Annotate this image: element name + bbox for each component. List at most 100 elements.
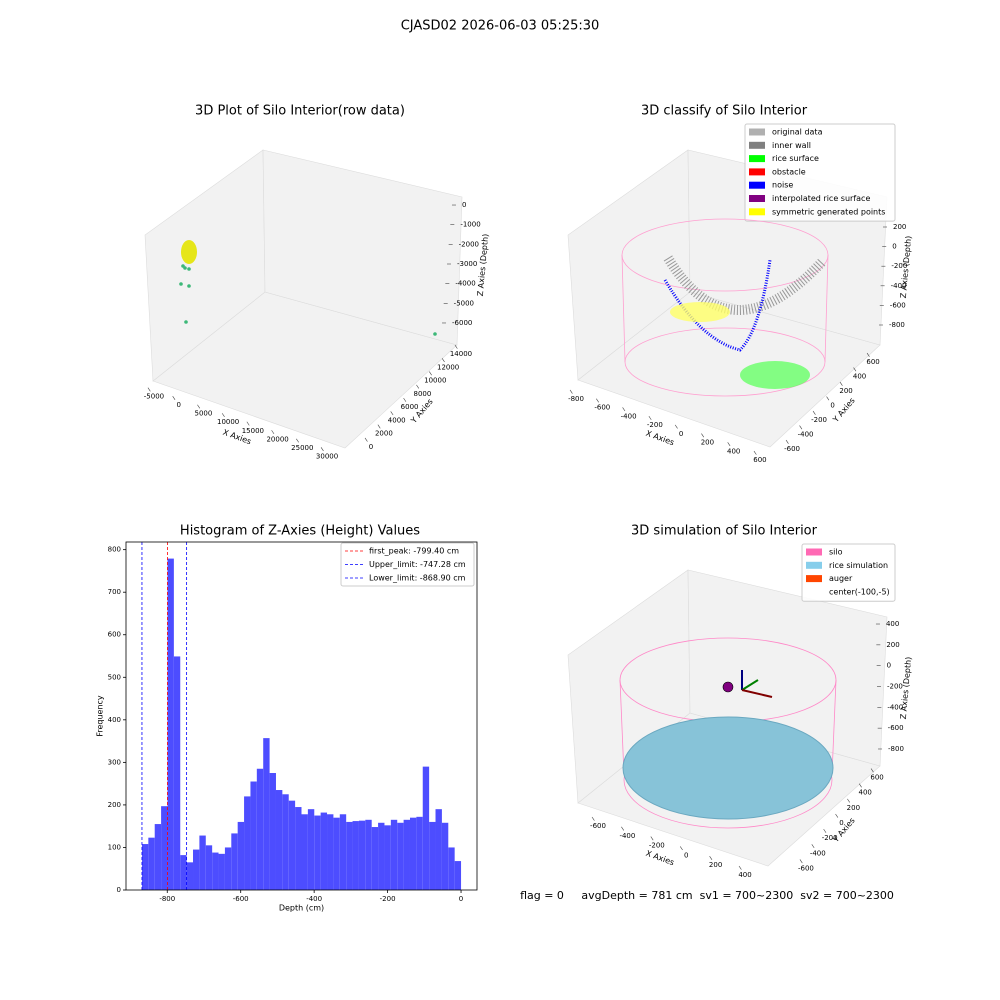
tick-mark	[826, 396, 830, 401]
x-tick-label: -400	[621, 412, 637, 420]
y-tick-label: 300	[108, 758, 121, 766]
legend-swatch	[806, 548, 822, 556]
tick-mark	[738, 865, 742, 870]
bar	[358, 820, 366, 890]
bar	[269, 773, 276, 890]
x-tick-label: 0	[679, 430, 683, 438]
y-tick-label: 200	[847, 804, 860, 812]
tick-mark	[454, 344, 458, 349]
legend-label: center(-100,-5)	[829, 587, 890, 596]
x-tick-label: -800	[159, 895, 175, 903]
tick-mark	[679, 846, 683, 851]
bar	[365, 819, 372, 890]
bar	[275, 790, 283, 890]
bar	[256, 768, 264, 890]
noise	[663, 259, 772, 352]
y-tick-label: 0	[117, 886, 121, 894]
tick-mark	[866, 352, 870, 357]
point	[184, 320, 188, 324]
legend-label: first_peak: -799.40 cm	[369, 547, 459, 556]
legend-swatch	[749, 181, 765, 189]
tick-mark	[622, 407, 626, 412]
x-tick-label: -600	[590, 822, 606, 830]
bar	[244, 796, 251, 890]
silo-side	[824, 254, 829, 363]
bar	[288, 800, 296, 890]
y-tick-label: 12000	[437, 363, 459, 371]
z-tick-label: 0	[462, 201, 466, 209]
point	[179, 282, 183, 286]
bar	[409, 817, 417, 890]
bar	[141, 844, 149, 890]
bar	[403, 819, 410, 890]
tick-mark	[429, 371, 432, 376]
bar	[224, 847, 232, 890]
tick-mark	[709, 856, 713, 860]
symmetric-points	[670, 302, 730, 322]
legend-label: auger	[829, 574, 853, 583]
x-tick-label: -200	[649, 842, 665, 850]
tick-mark	[799, 859, 803, 864]
bar	[250, 781, 257, 890]
x-tick-label: -800	[568, 395, 584, 403]
legend-label: rice simulation	[829, 561, 888, 570]
bar	[212, 852, 219, 890]
y-tick-label: 0	[830, 402, 834, 410]
legend-swatch	[749, 208, 765, 216]
tick-mark	[811, 844, 815, 849]
x-tick-label: -600	[594, 404, 610, 412]
chart-title: Histogram of Z-Axies (Height) Values	[180, 524, 420, 539]
z-tick-label: 200	[893, 223, 906, 231]
y-tick-label: 200	[108, 801, 121, 809]
legend-swatch	[749, 141, 765, 149]
tick-mark	[847, 798, 851, 803]
y-tick-label: -200	[822, 834, 838, 842]
arrow	[741, 679, 759, 691]
tick-mark	[296, 438, 299, 443]
tick-mark	[853, 367, 857, 372]
bar	[237, 821, 245, 890]
chart-title: 3D classify of Silo Interior	[641, 104, 808, 119]
bar	[263, 738, 270, 890]
tick-mark	[785, 439, 789, 444]
x-tick-label: 200	[709, 861, 722, 869]
tick-mark	[799, 425, 803, 430]
x-tick-label: 10000	[217, 418, 239, 426]
z-tick-label: 200	[886, 641, 899, 649]
tick-mark	[812, 410, 816, 415]
y-tick-label: 200	[839, 387, 852, 395]
tick-mark	[377, 424, 381, 429]
tick-mark	[172, 396, 176, 400]
tick-mark	[441, 358, 445, 363]
bar	[435, 809, 442, 890]
x-tick-label: 400	[727, 447, 740, 455]
bar	[301, 814, 308, 890]
y-tick-label: 0	[369, 443, 373, 451]
y-tick-label: 6000	[401, 403, 419, 411]
tick-mark	[197, 404, 201, 409]
z-tick-label: -200	[887, 683, 903, 691]
bar	[422, 766, 430, 890]
x-tick-label: -5000	[144, 393, 164, 401]
bar	[346, 821, 353, 890]
x-tick-label: -400	[306, 895, 322, 903]
legend-box	[801, 543, 896, 602]
legend-box	[744, 123, 896, 222]
center-marker	[722, 681, 734, 693]
tick-mark	[727, 442, 731, 447]
tick-mark	[870, 768, 874, 773]
x-tick-label: -200	[647, 421, 663, 429]
bar	[327, 814, 334, 890]
bar	[339, 814, 347, 890]
y-tick-label: -600	[798, 864, 814, 872]
x-tick-label: 30000	[316, 452, 338, 460]
bar	[295, 807, 302, 890]
x-axis-label: Depth (cm)	[279, 904, 324, 913]
tick-mark	[403, 397, 407, 402]
bar	[320, 812, 328, 890]
tick-mark	[674, 424, 678, 429]
tick-mark	[753, 450, 757, 455]
tick-mark	[147, 387, 151, 392]
x-tick-label: 15000	[242, 427, 264, 435]
